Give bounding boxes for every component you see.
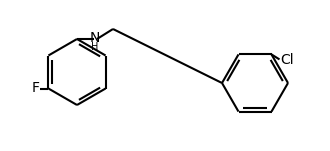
Text: F: F — [31, 82, 39, 95]
Text: Cl: Cl — [280, 53, 294, 67]
Text: H: H — [91, 42, 99, 52]
Text: N: N — [90, 31, 100, 45]
